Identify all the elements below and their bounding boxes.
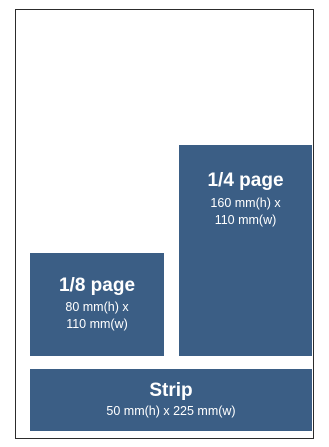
- eighth-page-ad-block: 1/8 page 80 mm(h) x 110 mm(w): [30, 253, 164, 356]
- strip-dimensions: 50 mm(h) x 225 mm(w): [106, 403, 236, 418]
- quarter-page-ad-block: 1/4 page 160 mm(h) x 110 mm(w): [179, 145, 312, 356]
- strip-ad-block: Strip 50 mm(h) x 225 mm(w): [30, 369, 312, 431]
- quarter-page-dimensions: 160 mm(h) x 110 mm(w): [210, 195, 281, 227]
- quarter-page-title: 1/4 page: [207, 170, 284, 191]
- strip-title: Strip: [149, 379, 193, 401]
- eighth-page-title: 1/8 page: [58, 275, 136, 297]
- eighth-page-dimensions: 80 mm(h) x 110 mm(w): [65, 300, 129, 331]
